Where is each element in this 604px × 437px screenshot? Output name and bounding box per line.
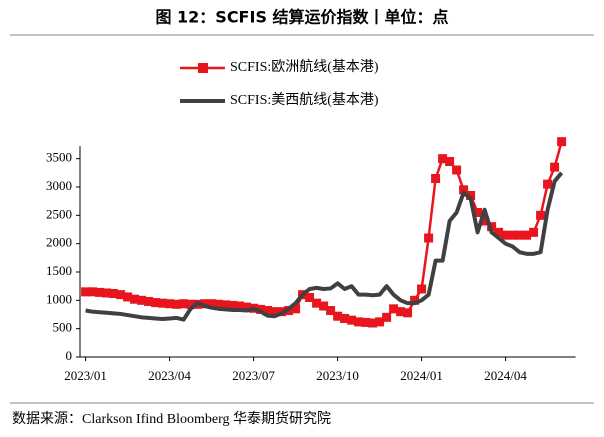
legend-label: SCFIS:美西航线(基本港) [230,91,379,108]
y-tick-label: 0 [66,348,73,363]
marker [557,137,567,147]
marker [214,299,224,309]
marker [480,216,490,226]
marker [389,304,399,314]
source: 数据来源：Clarkson Ifind Bloomberg 华泰期货研究院 [12,410,331,427]
series-line [85,171,564,322]
y-tick-label: 500 [53,320,73,335]
marker [242,302,252,312]
x-tick-label: 2024/01 [400,368,443,383]
marker [200,299,210,309]
marker [333,311,343,321]
marker [256,304,266,314]
y-tick-label: 2000 [46,235,72,250]
marker [235,301,245,311]
marker [459,185,469,195]
marker [452,165,462,175]
marker [431,174,441,183]
chart-title: 图 12：SCFIS 结算运价指数丨单位：点 [155,8,448,27]
marker [312,298,322,308]
marker [123,292,133,302]
x-tick-label: 2023/04 [148,368,191,383]
marker [347,315,357,325]
marker [536,210,546,220]
marker [186,299,196,309]
x-tick-label: 2023/07 [232,368,275,383]
x-tick-label: 2023/10 [316,368,359,383]
marker [354,317,364,327]
y-tick-label: 3000 [46,178,72,193]
marker [494,227,504,237]
marker [144,296,154,306]
marker [438,154,448,164]
y-tick-label: 3500 [46,150,72,165]
marker [466,191,476,200]
marker [207,299,217,309]
legend-label: SCFIS:欧洲航线(基本港) [230,58,379,75]
marker [361,317,371,327]
marker [263,306,273,316]
marker [291,304,301,314]
marker [522,230,532,240]
marker [270,307,280,317]
marker [102,288,112,298]
marker [326,306,336,316]
marker [375,317,385,327]
marker [172,299,182,309]
marker [445,157,455,166]
marker [340,313,350,323]
marker [473,208,483,217]
marker [368,318,378,328]
marker [116,290,126,300]
marker [137,295,147,305]
marker [508,230,518,240]
x-tick-label: 2024/04 [484,368,527,383]
marker [305,293,315,302]
y-tick-label: 1000 [46,291,72,306]
marker [319,301,329,311]
marker [130,294,140,304]
marker [515,230,525,240]
marker [403,308,413,318]
legend-marker [198,63,208,73]
marker [529,227,539,237]
y-tick-label: 2500 [46,206,72,221]
marker [221,300,231,310]
marker [501,230,511,240]
marker [396,307,406,317]
x-tick-label: 2023/01 [64,368,107,383]
marker [81,287,91,297]
marker [95,287,105,297]
y-tick-label: 1500 [46,263,72,278]
marker [179,299,189,309]
marker [424,233,434,243]
marker [543,179,553,189]
marker [165,299,175,309]
marker [550,162,560,172]
marker [151,298,161,308]
marker [382,312,392,322]
marker [410,295,420,305]
marker [109,289,119,299]
marker [88,287,98,297]
marker [158,298,168,308]
marker [417,284,427,294]
marker [228,300,238,310]
